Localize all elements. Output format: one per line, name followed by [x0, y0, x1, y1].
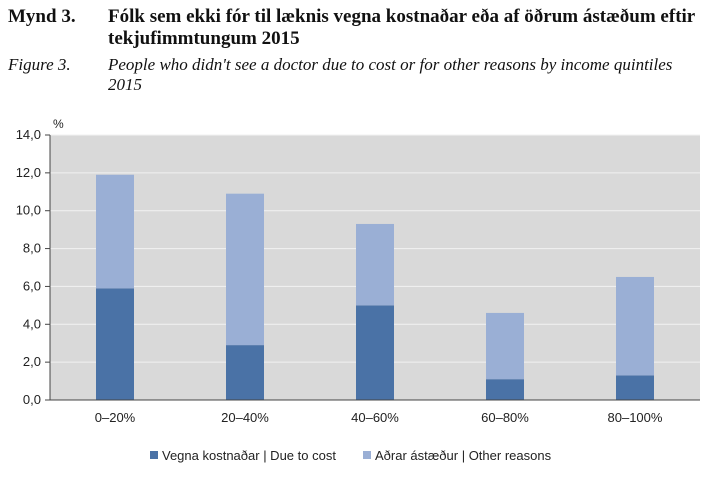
figure-label-icelandic: Mynd 3. [8, 6, 76, 27]
x-tick-label: 60–80% [481, 410, 529, 425]
bar-segment-due-to-cost [616, 375, 654, 400]
y-tick-label: 4,0 [23, 316, 41, 331]
figure-label-english: Figure 3. [8, 55, 71, 74]
legend-label: Vegna kostnaðar | Due to cost [162, 448, 336, 463]
x-tick-label: 80–100% [608, 410, 663, 425]
x-tick-label: 40–60% [351, 410, 399, 425]
bar-segment-other-reasons [96, 174, 134, 289]
x-tick-label: 0–20% [95, 410, 136, 425]
bar-segment-due-to-cost [226, 345, 264, 400]
legend: Vegna kostnaðar | Due to cost Aðrar ástæð… [150, 448, 552, 463]
bar-segment-other-reasons [226, 193, 264, 346]
bar-segment-due-to-cost [96, 288, 134, 400]
y-tick-label: 2,0 [23, 354, 41, 369]
bar-segment-other-reasons [616, 276, 654, 376]
y-tick-label: 0,0 [23, 392, 41, 407]
axes: 0,0 2,0 4,0 6,0 8,0 10,0 12,0 14,0% 0–20% 20–40% 4… [16, 117, 700, 425]
legend-swatch [150, 451, 158, 459]
bar-segment-other-reasons [356, 223, 394, 306]
bar-segment-other-reasons [486, 312, 524, 380]
y-tick-label: 14,0 [16, 127, 41, 142]
y-tick-label: 10,0 [16, 203, 41, 218]
bars [96, 174, 654, 400]
y-axis-unit: % [53, 117, 64, 131]
y-tick-label: 12,0 [16, 165, 41, 180]
stacked-bar-chart: 0,0 2,0 4,0 6,0 8,0 10,0 12,0 14,0% 0–20% 20–40% 4… [16, 117, 700, 463]
y-tick-label: 8,0 [23, 241, 41, 256]
x-tick-label: 20–40% [221, 410, 269, 425]
legend-swatch [363, 451, 371, 459]
legend-label: Aðrar ástæður | Other reasons [375, 448, 552, 463]
figure-title-icelandic: Fólk sem ekki fór til læknis vegna kostn… [108, 6, 695, 49]
bar-segment-due-to-cost [356, 305, 394, 400]
bar-segment-due-to-cost [486, 379, 524, 400]
figure-title-english: People who didn't see a doctor due to co… [108, 55, 673, 94]
y-tick-label: 6,0 [23, 278, 41, 293]
